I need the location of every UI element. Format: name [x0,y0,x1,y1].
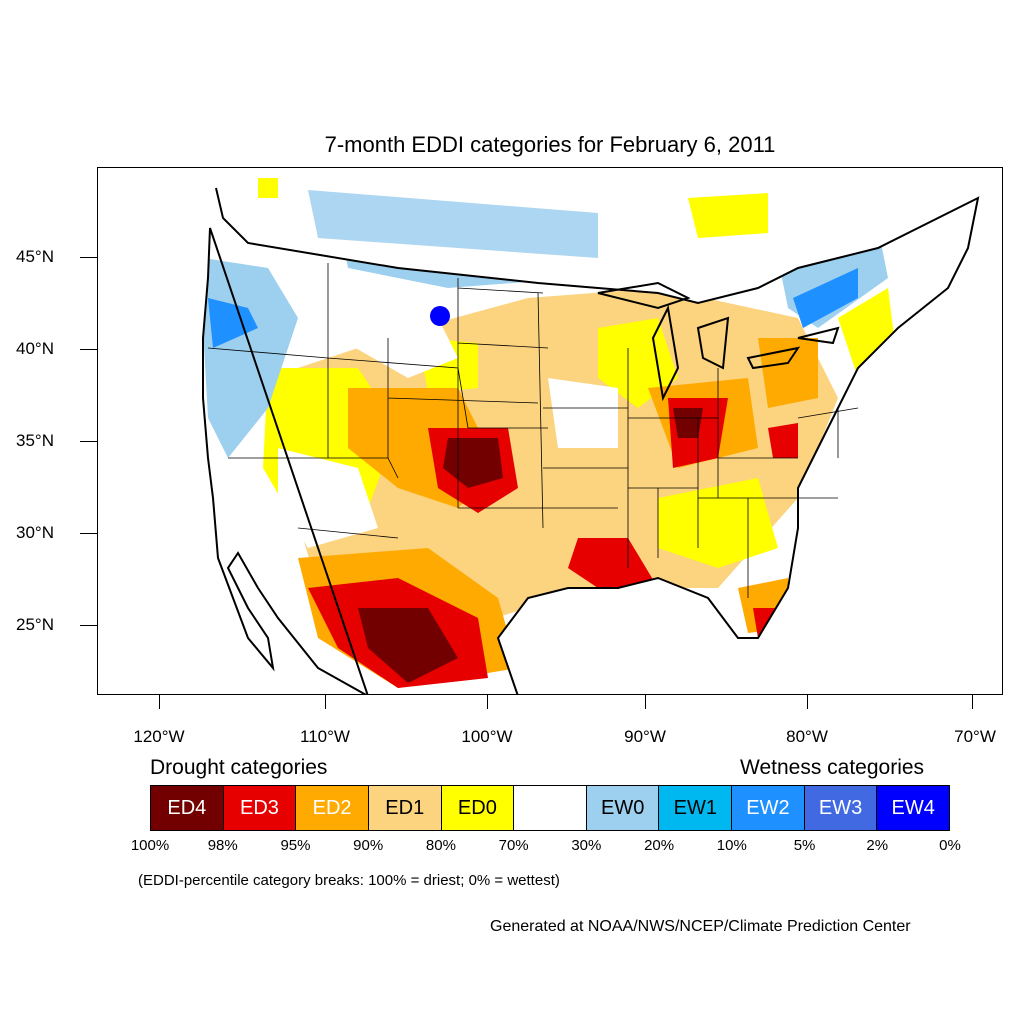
lat-tick [80,533,97,534]
lat-label-25: 25°N [16,615,54,634]
legend-break-label: 100% [130,837,170,854]
legend-break-label: 80% [425,837,456,854]
lat-tick [80,349,97,350]
legend-break-label: 2% [866,837,889,854]
legend-box-ed2: ED2 [296,786,369,830]
lat-label-45: 45°N [16,247,54,266]
lon-tick [159,695,160,709]
lon-tick [645,695,646,709]
legend-box-ed0: ED0 [441,786,515,830]
legend-break-label: 20% [644,837,675,854]
legend-break-label: 5% [793,837,816,854]
legend-break-label: 30% [571,837,602,854]
legend-box-ed1: ED1 [368,786,442,830]
legend-box-ew2: EW2 [732,786,805,830]
legend-box-ed3: ED3 [223,786,297,830]
legend-break-label: 95% [280,837,311,854]
legend-box-ed4: ED4 [151,786,224,830]
lon-label-70: 70°W [954,727,996,746]
lon-label-100: 100°W [461,727,513,746]
lon-tick [972,695,973,709]
lon-label-80: 80°W [786,727,828,746]
lon-label-90: 90°W [624,727,666,746]
lat-tick [80,257,97,258]
legend-box-ew3: EW3 [804,786,878,830]
great-lakes [597,281,840,402]
map-panel [97,167,1003,695]
legend-bar: ED4 ED3 ED2 ED1 ED0 EW0 EW1 EW2 EW3 EW4 [150,785,950,831]
map-title: 7-month EDDI categories for February 6, … [324,132,776,157]
lon-tick [807,695,808,709]
wetness-heading: Wetness categories [740,756,925,779]
legend-break-label: 0% [939,837,961,854]
legend-break-label: 10% [716,837,747,854]
legend-break-label: 98% [207,837,238,854]
legend-box-ew0: EW0 [586,786,660,830]
lat-label-35: 35°N [16,431,54,450]
lon-label-120: 120°W [133,727,185,746]
lat-label-40: 40°N [16,339,54,358]
category-note: (EDDI-percentile category breaks: 100% =… [138,872,560,889]
legend-box-ew1: EW1 [659,786,733,830]
lon-tick [325,695,326,709]
state-boundaries [207,263,859,598]
eddi-map [202,178,980,694]
lon-label-110: 110°W [300,727,350,746]
lat-label-30: 30°N [16,523,54,542]
lat-tick [80,441,97,442]
legend-break-label: 70% [498,837,529,854]
lon-tick [487,695,488,709]
legend-box-neutral [514,786,587,830]
legend-break-label: 90% [353,837,384,854]
legend-box-ew4: EW4 [877,786,950,830]
drought-heading: Drought categories [150,756,328,779]
lat-tick [80,625,97,626]
credit-line: Generated at NOAA/NWS/NCEP/Climate Predi… [490,918,911,935]
